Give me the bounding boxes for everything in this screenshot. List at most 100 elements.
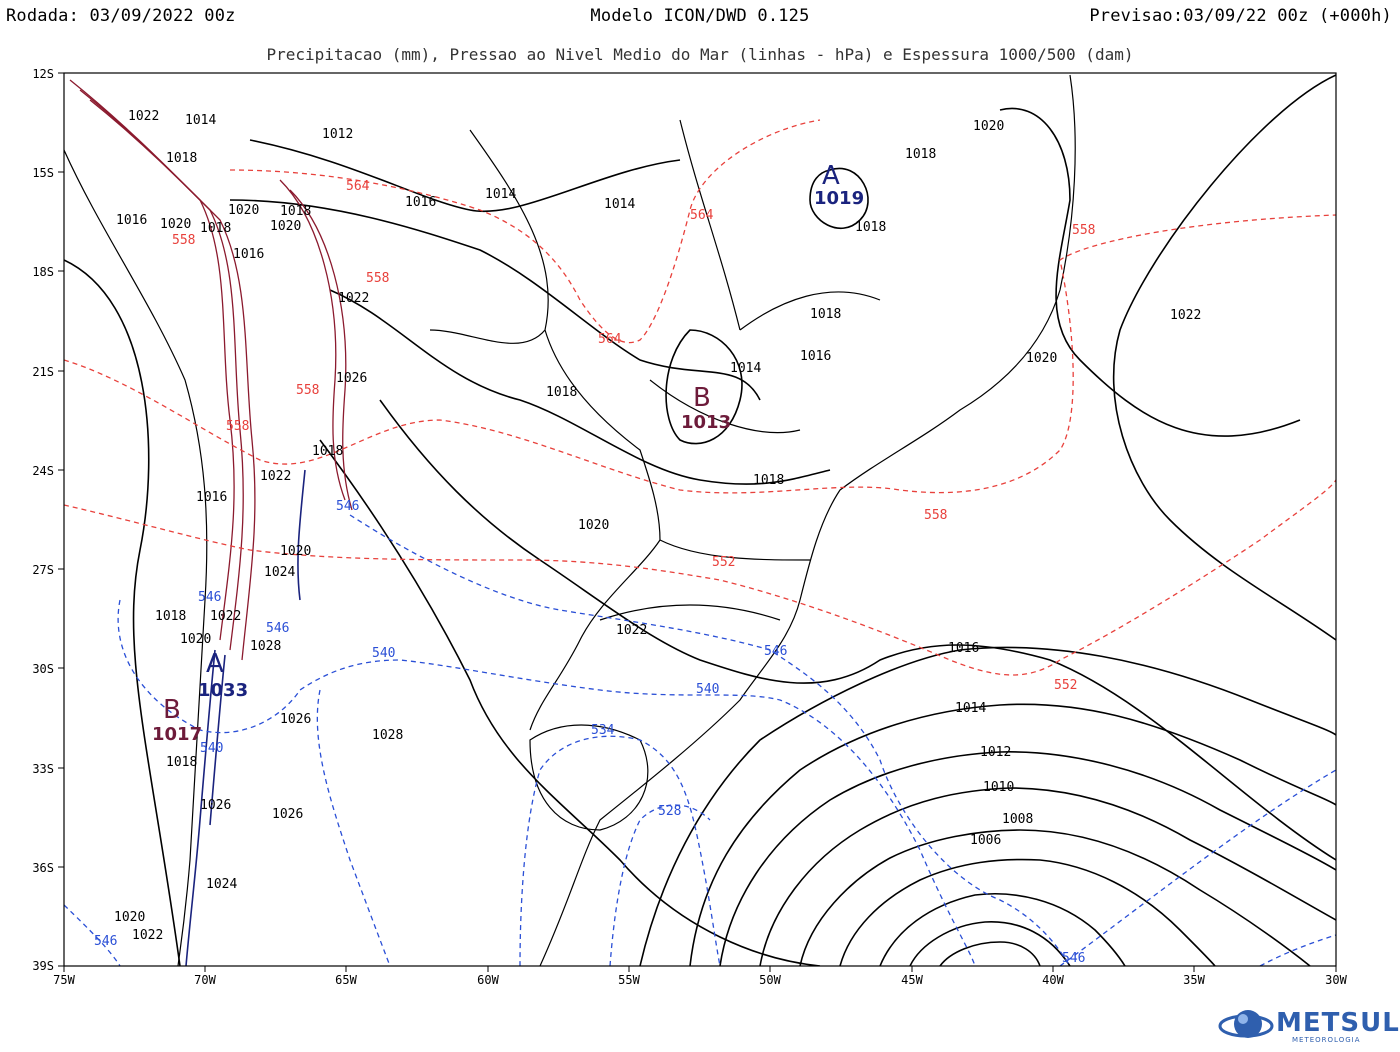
isobar-label: 1024: [206, 877, 237, 892]
isobar-label: 1018: [200, 221, 231, 236]
lon-tick-label: 40W: [1042, 973, 1064, 987]
lon-tick-label: 35W: [1183, 973, 1205, 987]
low-center-letter: B: [163, 695, 181, 725]
isobar-label: 1006: [970, 833, 1001, 848]
thickness-label: 546: [198, 590, 221, 605]
isobar-label: 1016: [233, 247, 264, 262]
isobar-label: 1016: [800, 349, 831, 364]
isobar-label: 1020: [280, 544, 311, 559]
lat-tick-label: 12S: [32, 67, 54, 81]
isobar-label: 1026: [280, 712, 311, 727]
isobar-label: 1018: [312, 444, 343, 459]
thickness-label: 552: [1054, 678, 1077, 693]
isobar-label: 1014: [485, 187, 516, 202]
isobar-label: 1020: [114, 910, 145, 925]
lon-tick-label: 75W: [53, 973, 75, 987]
thickness-label: 546: [336, 499, 359, 514]
thickness-warm-layer: [64, 119, 1336, 676]
precip-layer: [69, 79, 353, 661]
border-states-b: [739, 291, 881, 331]
thickness-label: 558: [172, 233, 195, 248]
isobar-label: 1016: [196, 490, 227, 505]
lon-tick-label: 30W: [1325, 973, 1347, 987]
map-frame: [63, 72, 1337, 967]
isobar-label: 1028: [250, 639, 281, 654]
isobar-label: 1018: [166, 755, 197, 770]
border-brazil-bolivia: [429, 129, 549, 344]
thickness-label: 558: [226, 419, 249, 434]
isobar-label: 1018: [546, 385, 577, 400]
thickness-label: 546: [266, 621, 289, 636]
isobar-label: 1020: [1026, 351, 1057, 366]
logo-text: METSUL: [1276, 1008, 1400, 1038]
border-states-d: [659, 539, 811, 561]
isobar-label: 1018: [280, 204, 311, 219]
lat-tick-label: 39S: [32, 959, 54, 973]
isobar-label: 1026: [272, 807, 303, 822]
thickness-label: 546: [764, 644, 787, 659]
isobar-label: 1022: [132, 928, 163, 943]
low-center-value: 1017: [152, 724, 202, 745]
isobar-labels: 1022 1014 1012 1018 1016 1020 1018 1020 …: [114, 109, 1201, 943]
isobar-label: 1020: [578, 518, 609, 533]
metsul-logo: METSUL METEOROLOGIA: [1216, 1002, 1399, 1046]
isobar-label: 1012: [980, 745, 1011, 760]
thickness-label: 534: [591, 723, 615, 738]
lat-tick-label: 27S: [32, 563, 54, 577]
isobar-label: 1018: [155, 609, 186, 624]
isobar-label: 1016: [405, 195, 436, 210]
isobar-label: 1014: [730, 361, 761, 376]
lon-tick-label: 50W: [759, 973, 781, 987]
border-states-e: [599, 604, 781, 621]
isobar-label: 1016: [116, 213, 147, 228]
precip-blue-layer: [185, 469, 306, 966]
low-center-letter: B: [693, 383, 711, 413]
isobar-label: 1022: [128, 109, 159, 124]
isobar-label: 1018: [905, 147, 936, 162]
axis-ticks: [58, 72, 1337, 972]
isobar-label: 1020: [160, 217, 191, 232]
model-label: Modelo ICON/DWD 0.125: [590, 6, 810, 26]
thickness-label: 552: [712, 555, 735, 570]
isobar-label: 1014: [604, 197, 635, 212]
lon-tick-label: 55W: [618, 973, 640, 987]
border-argentina-uruguay: [529, 539, 661, 731]
thickness-label: 558: [1072, 223, 1095, 238]
low-center-value: 1013: [681, 412, 731, 433]
logo-subtext: METEOROLOGIA: [1292, 1036, 1361, 1044]
map-subtitle: Precipitacao (mm), Pressao ao Nivel Medi…: [266, 45, 1134, 64]
thickness-label: 564: [598, 332, 622, 347]
isobar-label: 1020: [973, 119, 1004, 134]
lon-axis-labels: 75W 70W 65W 60W 55W 50W 45W 40W 35W 30W: [53, 973, 1347, 987]
forecast-label: Previsao:03/09/22 00z (+000h): [1089, 6, 1392, 26]
isobar-label: 1018: [166, 151, 197, 166]
lat-tick-label: 24S: [32, 464, 54, 478]
border-states-c: [649, 379, 801, 434]
isobar-label: 1022: [616, 623, 647, 638]
thickness-label: 546: [94, 934, 117, 949]
thickness-label: 540: [372, 646, 395, 661]
isobar-label: 1020: [228, 203, 259, 218]
high-center-letter: A: [822, 161, 840, 191]
andes-coastline: [64, 149, 208, 966]
globe-icon: [1218, 1010, 1274, 1038]
isobar-label: 1014: [955, 701, 986, 716]
isobar-label: 1014: [185, 113, 216, 128]
thickness-labels: 564 564 564 558 558 558 558 558 552 552 …: [94, 179, 1095, 966]
isobar-label: 1022: [338, 291, 369, 306]
isobar-label: 1010: [983, 780, 1014, 795]
isobar-label: 1026: [200, 798, 231, 813]
isobar-label: 1022: [210, 609, 241, 624]
run-date-label: Rodada: 03/09/2022 00z: [6, 6, 236, 26]
thickness-label: 564: [690, 208, 714, 223]
high-center-value: 1033: [198, 680, 248, 701]
lat-tick-label: 21S: [32, 365, 54, 379]
thickness-label: 528: [658, 804, 681, 819]
border-brazil-paraguay: [544, 329, 661, 541]
isobar-label: 1018: [810, 307, 841, 322]
thickness-label: 558: [366, 271, 389, 286]
isobar-label: 1018: [753, 473, 784, 488]
thickness-label: 558: [296, 383, 319, 398]
lon-tick-label: 60W: [477, 973, 499, 987]
isobar-label: 1020: [180, 632, 211, 647]
